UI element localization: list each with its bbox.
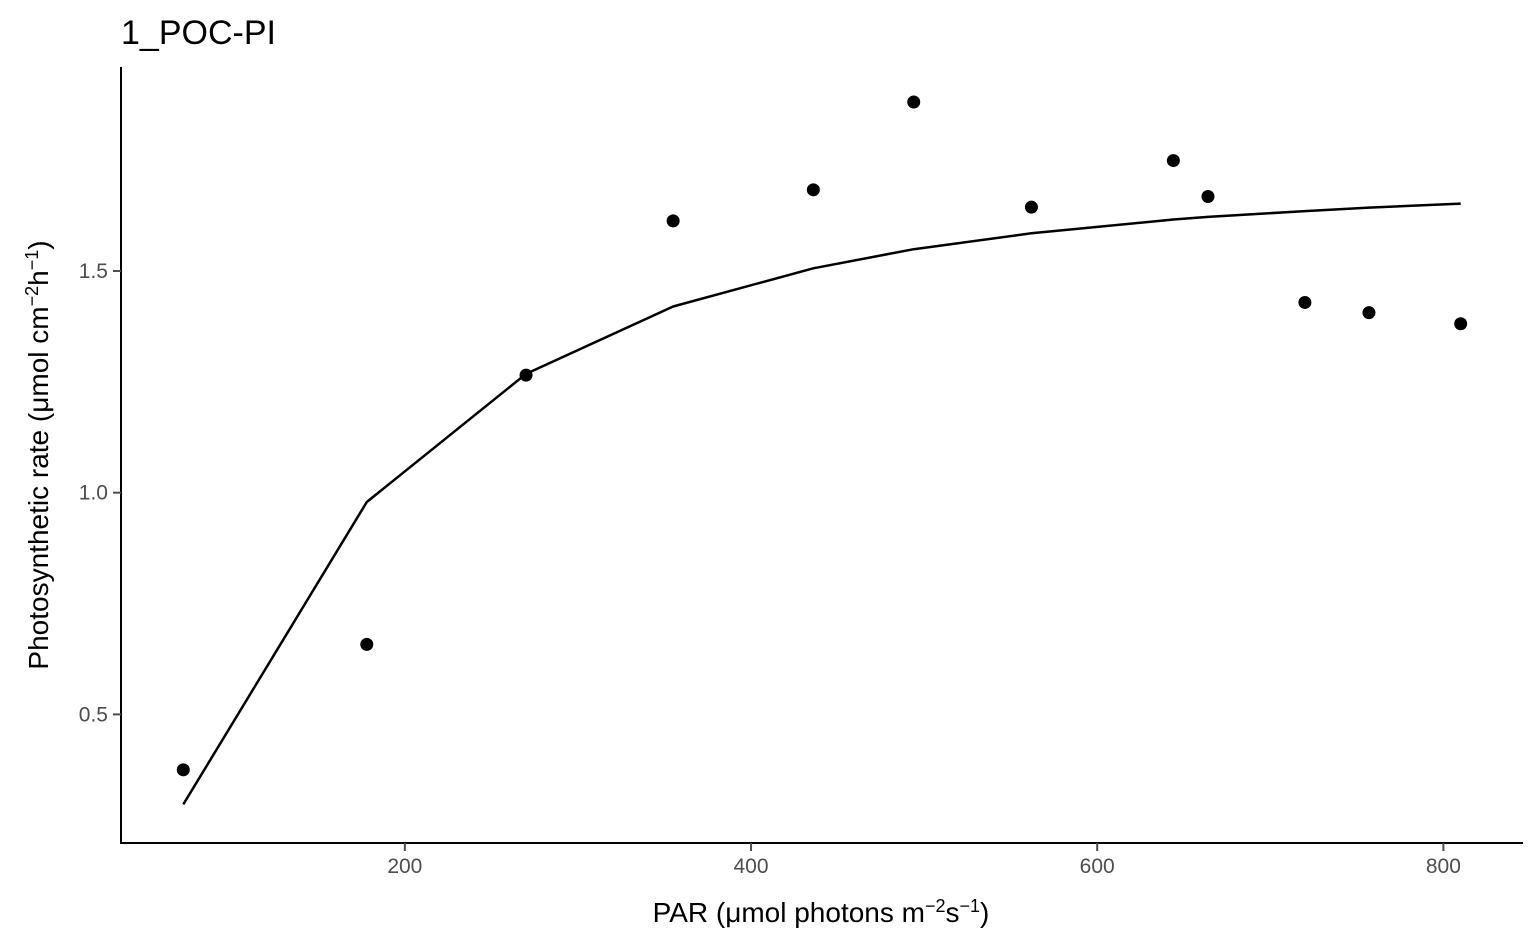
data-point [1298,295,1312,309]
data-point [1024,200,1038,214]
data-point [806,183,820,197]
data-point [1201,189,1215,203]
fit-curve [182,202,1461,806]
axes: 200 400 600 800 0.5 1.0 1.5 [79,67,1523,878]
x-tick-label: 800 [1426,855,1461,878]
data-point [1362,306,1376,320]
data-point [666,214,680,228]
data-marks [176,95,1468,806]
data-point [176,763,190,777]
x-tick-label: 600 [1080,855,1115,878]
data-point [519,368,533,382]
y-tick-label: 1.0 [79,482,108,505]
y-tick-label: 1.5 [79,260,108,283]
data-point [1166,154,1180,168]
data-point [907,95,921,109]
chart-title: 1_POC-PI [121,14,276,52]
data-point [360,637,374,651]
y-tick-label: 0.5 [79,703,108,726]
y-axis-title: Photosynthetic rate (μmol cm−2h−1) [22,240,54,669]
x-axis-title: PAR (μmol photons m−2s−1) [653,896,990,928]
x-tick-label: 400 [734,855,769,878]
x-tick-label: 200 [387,855,422,878]
data-point [1454,317,1468,331]
